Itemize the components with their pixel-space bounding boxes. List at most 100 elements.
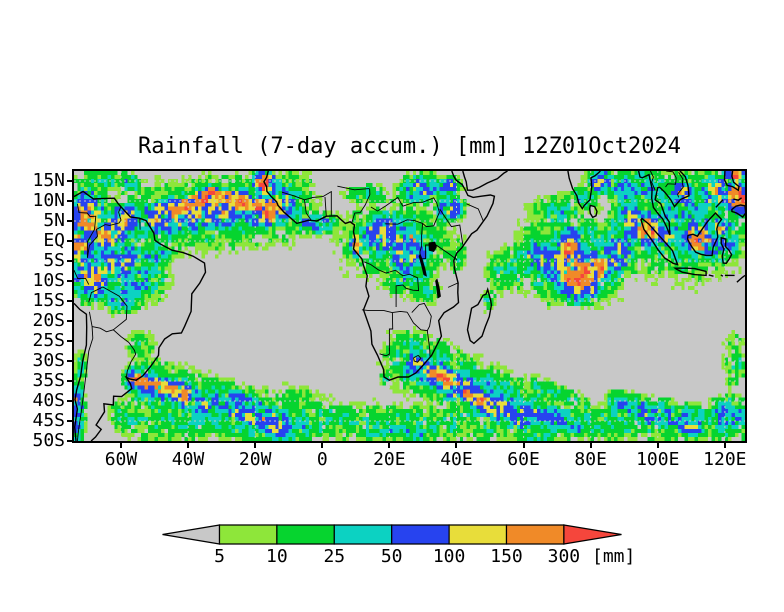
x-axis-tick [187, 441, 190, 448]
country-border [422, 212, 440, 228]
y-axis-label: 35S [32, 370, 65, 391]
coastline [736, 274, 745, 283]
chart-title: Rainfall (7-day accum.) [mm] 12Z01Oct202… [137, 134, 682, 159]
y-axis-tick [67, 360, 74, 362]
coastline [567, 171, 601, 210]
coastline [715, 199, 724, 208]
x-axis-tick [455, 441, 458, 448]
y-axis-label: 5S [43, 250, 65, 271]
rainfall-heatmap-canvas [74, 171, 745, 441]
x-axis-label: 120E [703, 449, 747, 470]
coastline [720, 274, 724, 277]
country-border [649, 171, 656, 191]
country-border [361, 309, 408, 314]
x-axis-tick [656, 441, 659, 448]
y-axis-tick [67, 300, 74, 302]
y-axis-label: 5N [43, 210, 65, 231]
legend-tick-label: 50 [380, 546, 403, 567]
country-border [88, 286, 104, 303]
legend-segment [505, 524, 565, 545]
country-border [324, 196, 327, 217]
coastline [74, 302, 88, 441]
country-border [76, 311, 94, 441]
x-axis-tick [254, 441, 257, 448]
country-border [413, 354, 422, 363]
country-border [426, 330, 431, 357]
country-border [379, 312, 394, 357]
legend-segment [448, 524, 508, 545]
x-axis-tick [388, 441, 391, 448]
country-border [665, 171, 677, 188]
y-axis-tick [67, 400, 74, 402]
country-border [384, 219, 423, 225]
y-axis-tick [67, 440, 74, 442]
x-axis-tick [589, 441, 592, 448]
y-axis-label: 25S [32, 330, 65, 351]
legend-tick-label: 25 [323, 546, 346, 567]
country-border [364, 261, 420, 307]
coastline [637, 171, 690, 236]
coastline [588, 204, 598, 219]
y-axis-tick [67, 420, 74, 422]
x-axis-tick [522, 441, 525, 448]
legend-segment [391, 524, 450, 545]
country-border [86, 206, 122, 258]
country-border [337, 185, 370, 191]
coastline [731, 204, 745, 218]
y-axis-tick [67, 380, 74, 382]
legend-tick-label: 10 [266, 546, 288, 567]
y-axis-tick [67, 320, 74, 322]
x-axis-label: 20E [373, 449, 406, 470]
y-axis-tick [67, 340, 74, 342]
y-axis-label: 30S [32, 350, 65, 371]
coastline [723, 171, 740, 192]
country-border [406, 302, 432, 332]
country-border [304, 199, 312, 221]
y-axis-label: 15N [32, 170, 65, 191]
colorbar-unit-label: [mm] [592, 546, 636, 567]
coastline [466, 287, 493, 345]
legend-tick-label: 5 [214, 546, 225, 567]
country-border [92, 326, 130, 343]
x-axis-label: 60W [104, 449, 138, 470]
y-axis-label: 20S [32, 310, 65, 331]
x-axis-label: 80E [574, 449, 607, 470]
coastline [708, 274, 714, 277]
legend-segment [218, 524, 278, 545]
coastline [640, 217, 679, 266]
country-border [439, 208, 464, 245]
country-border [420, 244, 458, 261]
x-axis-tick [723, 441, 726, 448]
legend-segment [333, 524, 393, 545]
y-axis-label: EQ [43, 230, 65, 251]
legend-segment [276, 524, 335, 545]
country-border [447, 282, 458, 288]
country-border [76, 203, 97, 258]
coastline [720, 236, 733, 265]
country-border [466, 203, 484, 222]
country-border [102, 286, 128, 331]
x-axis-label: 20W [238, 449, 272, 470]
coastline [686, 211, 723, 257]
lake [418, 253, 427, 277]
country-border [370, 196, 404, 212]
coastline [673, 267, 707, 277]
y-axis-tick [67, 200, 74, 202]
country-border [125, 342, 137, 378]
country-border [281, 191, 332, 201]
coastline [462, 171, 508, 191]
x-axis-tick [321, 441, 324, 448]
legend-tick-label: 100 [432, 546, 466, 567]
country-border [351, 188, 371, 223]
y-axis-label: 10N [32, 190, 65, 211]
country-border [677, 171, 684, 198]
y-axis-label: 10S [32, 270, 65, 291]
lake [435, 278, 441, 299]
lake [428, 241, 437, 252]
country-border [402, 197, 440, 213]
legend-tick-label: 300 [547, 546, 581, 567]
x-axis-tick [119, 441, 122, 448]
legend-below-min-arrow [162, 524, 221, 545]
y-axis-tick [67, 220, 74, 222]
country-border [74, 270, 90, 285]
